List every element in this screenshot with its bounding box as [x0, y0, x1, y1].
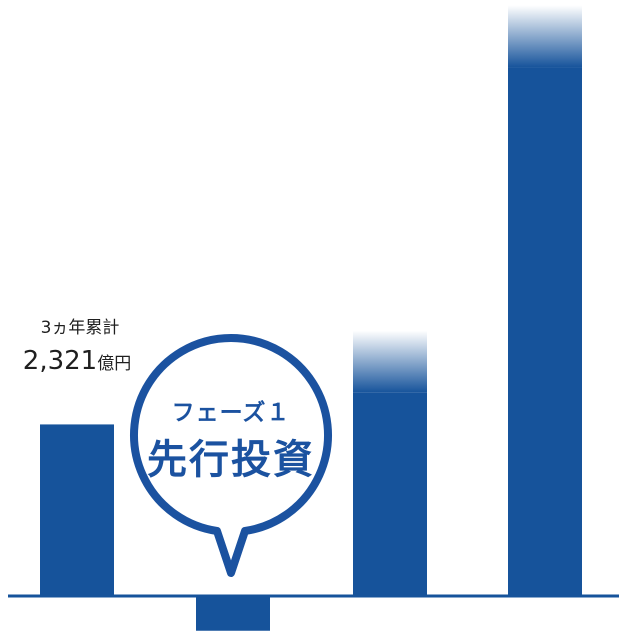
bars-group	[40, 5, 582, 631]
callout-phase-label: フェーズ１	[172, 399, 291, 426]
bar-2	[196, 596, 270, 631]
callout-title: 先行投資	[147, 437, 315, 483]
phase-callout: フェーズ１ 先行投資	[130, 334, 332, 577]
bar-4	[508, 67, 582, 596]
bar-3	[353, 392, 427, 596]
first-bar-value-unit: 億円	[97, 354, 131, 374]
bar-3-fade	[353, 330, 427, 393]
bar-4-fade	[508, 5, 582, 68]
callout-bubble	[130, 334, 332, 577]
first-bar-label-caption: 3ヵ年累計	[41, 318, 120, 338]
first-bar-value-label: 2,321億円	[23, 346, 131, 376]
first-bar-value-number: 2,321	[23, 346, 97, 376]
bar-1	[40, 424, 114, 596]
